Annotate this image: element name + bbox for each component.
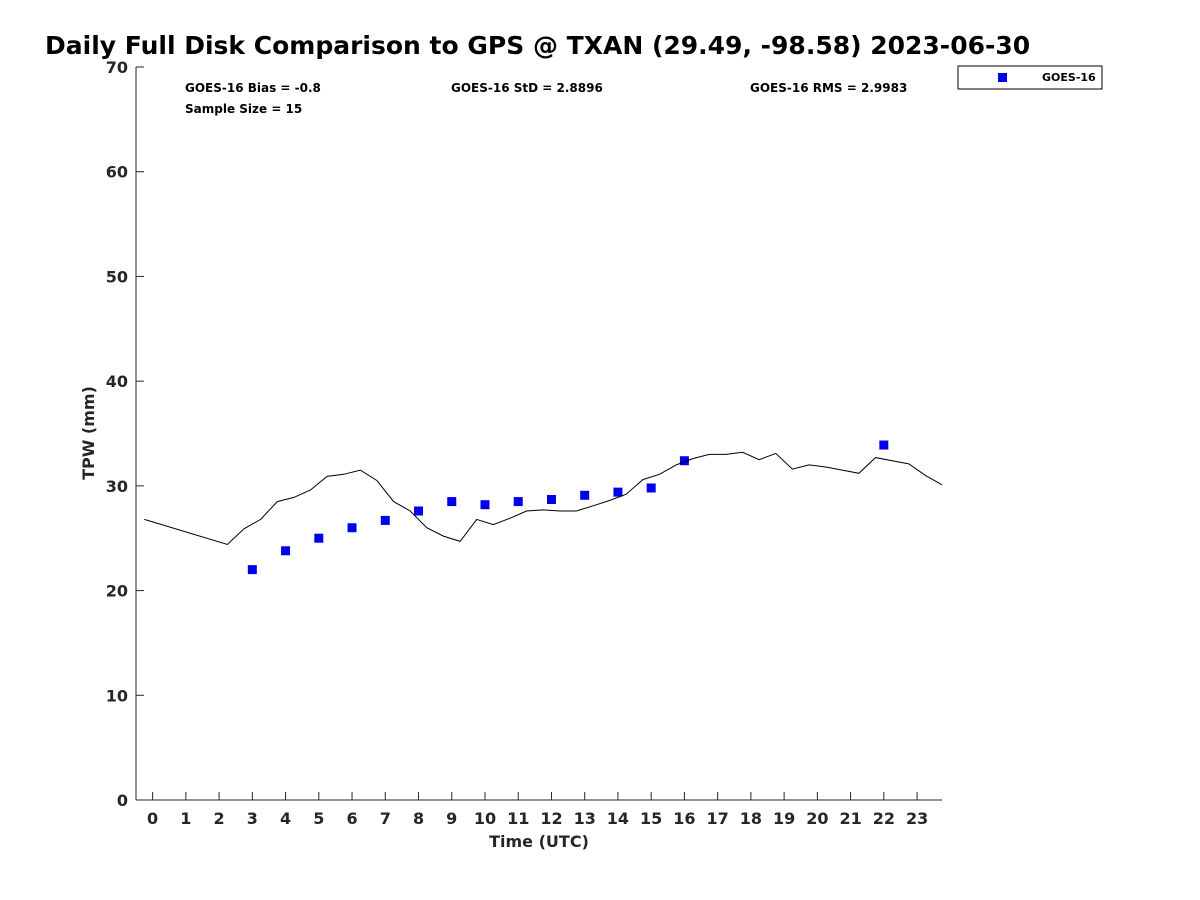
sample-size-stat: Sample Size = 15 bbox=[185, 102, 302, 116]
x-tick-label: 10 bbox=[474, 809, 496, 828]
x-tick-label: 9 bbox=[446, 809, 457, 828]
goes16-point bbox=[646, 483, 656, 493]
std-stat: GOES-16 StD = 2.8896 bbox=[451, 81, 603, 95]
y-axis-ticks: 0 10 20 30 40 50 60 70 bbox=[106, 58, 144, 810]
goes16-point bbox=[414, 506, 424, 516]
y-axis-label: TPW (mm) bbox=[79, 386, 98, 480]
x-tick-label: 8 bbox=[413, 809, 424, 828]
x-tick-label: 7 bbox=[380, 809, 391, 828]
y-tick-label: 50 bbox=[106, 267, 128, 286]
gps-tpw-line bbox=[144, 451, 943, 546]
y-tick-label: 70 bbox=[106, 58, 128, 77]
series-layer bbox=[144, 440, 943, 575]
goes16-point bbox=[613, 487, 623, 497]
x-tick-label: 13 bbox=[574, 809, 596, 828]
x-axis-ticks: 0 1 2 3 4 5 6 7 8 9 10 11 12 13 14 15 16 17 18 19 20 21 22 23 bbox=[147, 792, 928, 828]
chart-title: Daily Full Disk Comparison to GPS @ TXAN… bbox=[45, 31, 1030, 60]
x-tick-label: 5 bbox=[313, 809, 324, 828]
x-tick-label: 2 bbox=[214, 809, 225, 828]
x-tick-label: 3 bbox=[247, 809, 258, 828]
legend: GOES-16 bbox=[957, 65, 1103, 90]
x-tick-label: 19 bbox=[773, 809, 795, 828]
rms-stat: GOES-16 RMS = 2.9983 bbox=[750, 81, 907, 95]
x-tick-label: 22 bbox=[873, 809, 895, 828]
y-tick-label: 20 bbox=[106, 582, 128, 601]
x-tick-label: 14 bbox=[607, 809, 629, 828]
legend-box bbox=[957, 65, 1103, 90]
goes16-point bbox=[314, 533, 324, 543]
x-tick-label: 4 bbox=[280, 809, 291, 828]
x-tick-label: 20 bbox=[806, 809, 828, 828]
goes16-point bbox=[513, 497, 523, 507]
y-tick-label: 10 bbox=[106, 686, 128, 705]
x-tick-label: 16 bbox=[673, 809, 695, 828]
x-tick-label: 15 bbox=[640, 809, 662, 828]
goes16-point bbox=[580, 490, 590, 500]
goes16-point bbox=[281, 546, 291, 556]
legend-marker bbox=[998, 73, 1007, 82]
x-tick-label: 1 bbox=[180, 809, 191, 828]
y-tick-label: 30 bbox=[106, 477, 128, 496]
goes16-point bbox=[347, 523, 357, 533]
x-axis-label: Time (UTC) bbox=[489, 832, 589, 851]
x-tick-label: 12 bbox=[540, 809, 562, 828]
x-tick-label: 23 bbox=[906, 809, 928, 828]
legend-label: GOES-16 bbox=[1042, 71, 1096, 84]
goes16-point bbox=[879, 440, 889, 450]
goes16-point bbox=[679, 456, 689, 466]
y-tick-label: 40 bbox=[106, 372, 128, 391]
x-tick-label: 0 bbox=[147, 809, 158, 828]
x-tick-label: 6 bbox=[346, 809, 357, 828]
goes16-point bbox=[480, 500, 490, 510]
y-tick-label: 60 bbox=[106, 163, 128, 182]
bias-stat: GOES-16 Bias = -0.8 bbox=[185, 81, 321, 95]
goes16-point bbox=[380, 515, 390, 525]
plot-frame bbox=[135, 67, 942, 801]
goes16-point bbox=[546, 494, 556, 504]
x-tick-label: 18 bbox=[740, 809, 762, 828]
y-tick-label: 0 bbox=[117, 791, 128, 810]
x-tick-label: 21 bbox=[839, 809, 861, 828]
goes16-point bbox=[447, 497, 457, 507]
x-tick-label: 17 bbox=[707, 809, 729, 828]
x-tick-label: 11 bbox=[507, 809, 529, 828]
goes16-point bbox=[247, 565, 257, 575]
